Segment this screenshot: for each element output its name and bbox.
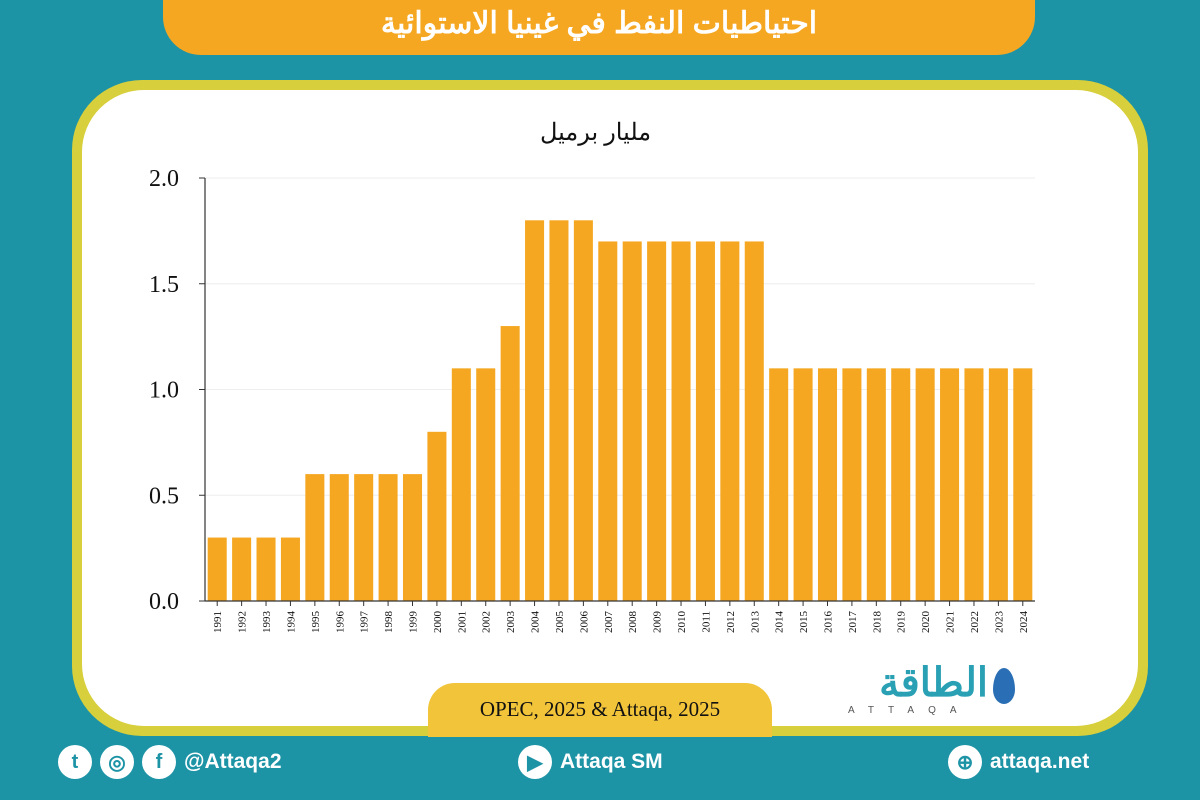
drop-icon: [993, 668, 1015, 704]
y-tick-label: 1.5: [149, 272, 179, 298]
x-tick-label: 2022: [969, 611, 981, 633]
x-tick-label: 2015: [798, 611, 810, 634]
bar: [232, 537, 252, 601]
bar: [817, 368, 838, 601]
bar: [1013, 368, 1033, 601]
x-tick-label: 2017: [847, 611, 859, 634]
x-tick-label: 1993: [261, 611, 273, 634]
y-axis-label: مليار برميل: [540, 120, 652, 146]
x-tick-label: 1991: [212, 611, 224, 633]
bar: [207, 537, 227, 601]
bar: [744, 241, 764, 601]
bar: [354, 474, 374, 601]
x-tick-label: 2021: [945, 611, 957, 633]
social-handles: t ◎ f @Attaqa2: [58, 745, 282, 779]
page-title: احتياطيات النفط في غينيا الاستوائية: [163, 0, 1035, 55]
bar: [622, 241, 642, 601]
source-label: OPEC, 2025 & Attaqa, 2025: [428, 683, 772, 737]
x-tick-label: 2003: [505, 611, 517, 634]
x-tick-label: 2023: [993, 611, 1005, 634]
y-tick-label: 1.0: [149, 378, 179, 404]
bar: [525, 220, 545, 602]
bar: [427, 431, 447, 601]
bar: [476, 368, 496, 601]
bar: [256, 537, 276, 601]
bar: [671, 241, 691, 601]
x-tick-label: 2000: [432, 611, 444, 634]
twitter-handle[interactable]: @Attaqa2: [184, 750, 282, 773]
x-tick-label: 2020: [920, 611, 932, 634]
bar: [647, 241, 667, 601]
bar: [695, 241, 715, 601]
bar: [915, 368, 935, 601]
logo-arabic: الطاقة: [879, 661, 988, 705]
bar: [842, 368, 862, 601]
y-tick-label: 2.0: [149, 166, 179, 192]
x-tick-label: 2007: [603, 611, 615, 634]
x-tick-label: 2011: [700, 611, 712, 633]
x-tick-label: 1998: [383, 611, 395, 634]
instagram-icon[interactable]: ◎: [100, 745, 134, 779]
bar: [940, 368, 960, 601]
bar: [280, 537, 300, 601]
bar: [305, 474, 325, 601]
bar: [988, 368, 1008, 601]
bar: [549, 220, 569, 602]
youtube-channel: ▶ Attaqa SM: [518, 745, 663, 779]
x-tick-label: 2019: [896, 611, 908, 634]
x-tick-label: 2010: [676, 611, 688, 634]
x-tick-label: 2002: [481, 611, 493, 633]
bar: [769, 368, 789, 601]
facebook-icon[interactable]: f: [142, 745, 176, 779]
youtube-icon[interactable]: ▶: [518, 745, 552, 779]
bar: [378, 474, 398, 601]
y-tick-label: 0.0: [149, 589, 179, 615]
bar: [329, 474, 349, 601]
attaqa-logo: الطاقة ATTAQA: [838, 660, 1038, 720]
x-tick-label: 2001: [456, 611, 468, 633]
bar: [573, 220, 593, 602]
y-tick-label: 0.5: [149, 483, 179, 509]
x-tick-label: 2008: [627, 611, 639, 634]
twitter-icon[interactable]: t: [58, 745, 92, 779]
x-tick-label: 2004: [530, 611, 542, 634]
x-tick-label: 2016: [823, 611, 835, 634]
x-tick-label: 2006: [578, 611, 590, 634]
globe-icon: ⊕: [948, 745, 982, 779]
x-tick-label: 2012: [725, 611, 737, 633]
bar: [402, 474, 423, 601]
bar: [720, 241, 740, 601]
x-tick-label: 1999: [408, 611, 420, 634]
bar: [891, 368, 911, 601]
x-tick-label: 2013: [749, 611, 761, 634]
bar: [451, 368, 471, 601]
x-tick-label: 1997: [359, 611, 371, 634]
bar: [793, 368, 813, 601]
x-tick-label: 2018: [871, 611, 883, 634]
bar: [964, 368, 984, 601]
website: ⊕ attaqa.net: [948, 745, 1089, 779]
x-tick-label: 1995: [310, 611, 322, 634]
x-tick-label: 2005: [554, 611, 566, 634]
x-tick-label: 2024: [1018, 611, 1030, 634]
youtube-name[interactable]: Attaqa SM: [560, 750, 663, 773]
x-tick-label: 2014: [774, 611, 786, 634]
bar: [866, 368, 886, 601]
x-tick-label: 2009: [652, 611, 664, 634]
bar: [598, 241, 618, 601]
bar: [500, 326, 520, 601]
x-tick-label: 1992: [237, 611, 249, 633]
x-tick-label: 1996: [334, 611, 346, 634]
logo-latin: ATTAQA: [848, 705, 971, 716]
x-tick-label: 1994: [285, 611, 297, 634]
website-link[interactable]: attaqa.net: [990, 750, 1090, 773]
